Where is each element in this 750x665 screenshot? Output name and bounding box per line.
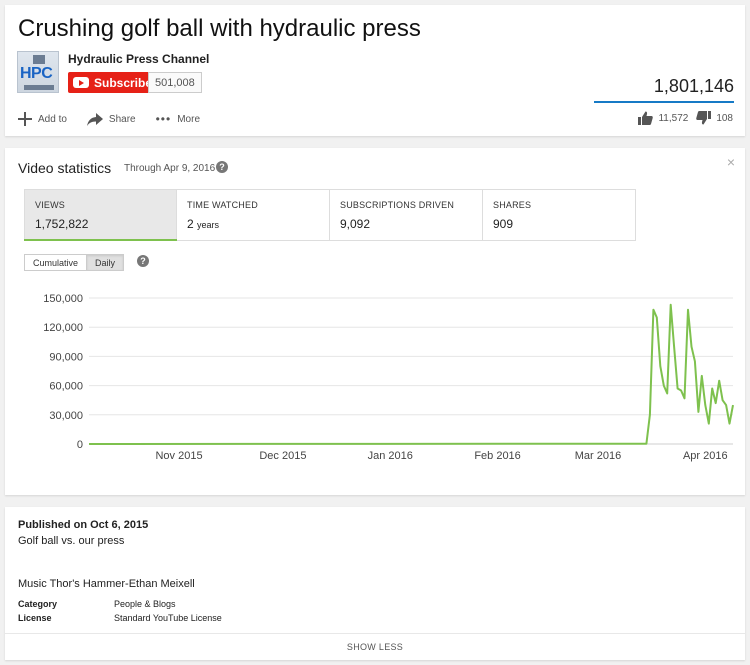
metric-value: 2 years	[187, 217, 220, 231]
press-base-icon	[24, 85, 54, 90]
x-tick-label: Dec 2015	[259, 450, 306, 462]
metric-value: 9,092	[340, 217, 371, 231]
category-value[interactable]: People & Blogs	[114, 599, 176, 609]
x-tick-label: Mar 2016	[575, 450, 621, 462]
more-button[interactable]: ••• More	[156, 112, 200, 126]
show-less-button[interactable]: SHOW LESS	[5, 633, 745, 660]
y-tick-label: 0	[77, 439, 83, 451]
ratings: 11,572 108	[630, 111, 733, 125]
share-label: Share	[108, 113, 136, 125]
y-tick-label: 60,000	[49, 381, 83, 393]
published-date: Published on Oct 6, 2015	[18, 519, 149, 531]
y-tick-label: 30,000	[49, 410, 83, 422]
more-label: More	[177, 113, 201, 125]
x-tick-label: Jan 2016	[368, 450, 413, 462]
subscriber-count: 501,008	[148, 72, 202, 93]
thumbs-up-icon	[638, 111, 654, 125]
video-title: Crushing golf ball with hydraulic press	[18, 15, 421, 42]
category-row: Category People & Blogs	[18, 599, 176, 609]
category-label: Category	[18, 599, 58, 609]
y-tick-label: 90,000	[49, 351, 83, 363]
channel-avatar[interactable]: HPC	[17, 51, 59, 93]
add-to-label: Add to	[38, 113, 67, 125]
license-value: Standard YouTube License	[114, 613, 222, 623]
metric-unit: years	[197, 220, 220, 230]
metric-label: SUBSCRIPTIONS DRIVEN	[340, 200, 455, 210]
stats-title: Video statistics	[18, 160, 112, 176]
like-count: 11,572	[658, 112, 689, 124]
y-tick-label: 150,000	[43, 293, 83, 305]
metric-value: 909	[493, 217, 514, 231]
youtube-play-icon	[73, 77, 89, 88]
video-header-card: Crushing golf ball with hydraulic press …	[5, 5, 745, 136]
license-label: License	[18, 613, 52, 623]
metric-label: TIME WATCHED	[187, 200, 258, 210]
x-tick-label: Apr 2016	[683, 450, 728, 462]
channel-logo-text: HPC	[20, 65, 53, 82]
description-text: Golf ball vs. our press	[18, 535, 125, 547]
thumbs-down-icon	[696, 111, 712, 125]
view-count-bar	[594, 101, 734, 103]
x-tick-label: Nov 2015	[155, 450, 202, 462]
action-bar: Add to Share ••• More	[18, 112, 220, 126]
add-to-button[interactable]: Add to	[18, 112, 67, 126]
press-icon	[33, 55, 45, 64]
more-dots-icon: •••	[155, 112, 172, 126]
description-card: Published on Oct 6, 2015 Golf ball vs. o…	[5, 507, 745, 660]
chart-mode-toggle: Cumulative Daily	[24, 254, 125, 271]
tab-time-watched[interactable]: TIME WATCHED 2 years	[177, 189, 330, 241]
y-tick-label: 120,000	[43, 322, 83, 334]
view-count: 1,801,146	[653, 76, 734, 96]
tab-subscriptions-driven[interactable]: SUBSCRIPTIONS DRIVEN 9,092	[330, 189, 483, 241]
metric-tabs: VIEWS 1,752,822 TIME WATCHED 2 years SUB…	[24, 189, 636, 241]
plus-icon	[18, 112, 32, 126]
like-button[interactable]: 11,572	[638, 111, 688, 125]
tab-shares[interactable]: SHARES 909	[483, 189, 636, 241]
help-icon[interactable]: ?	[216, 161, 228, 173]
mode-help-icon[interactable]: ?	[137, 255, 149, 267]
dislike-button[interactable]: 108	[696, 111, 733, 125]
dislike-count: 108	[716, 112, 733, 124]
metric-label: VIEWS	[35, 200, 66, 210]
metric-value: 1,752,822	[35, 217, 89, 231]
channel-name-link[interactable]: Hydraulic Press Channel	[68, 52, 210, 66]
x-tick-label: Feb 2016	[474, 450, 520, 462]
share-button[interactable]: Share	[86, 112, 136, 126]
video-statistics-card: Video statistics Through Apr 9, 2016 ? ×…	[5, 148, 745, 495]
license-row: License Standard YouTube License	[18, 613, 222, 623]
cumulative-button[interactable]: Cumulative	[24, 254, 88, 271]
stats-through-date: Through Apr 9, 2016	[124, 163, 216, 174]
close-icon[interactable]: ×	[726, 154, 735, 170]
views-series-line	[88, 303, 734, 445]
daily-button[interactable]: Daily	[87, 254, 125, 271]
metric-label: SHARES	[493, 200, 532, 210]
subscribe-label: Subscribe	[94, 75, 153, 90]
tab-views[interactable]: VIEWS 1,752,822	[24, 189, 177, 241]
share-arrow-icon	[86, 112, 103, 126]
subscribe-button[interactable]: Subscribe	[68, 72, 160, 93]
music-credit: Music Thor's Hammer-Ethan Meixell	[18, 578, 195, 590]
views-chart: 0 30,000 60,000 90,000 120,000 150,000 Nov 201…	[43, 293, 734, 462]
